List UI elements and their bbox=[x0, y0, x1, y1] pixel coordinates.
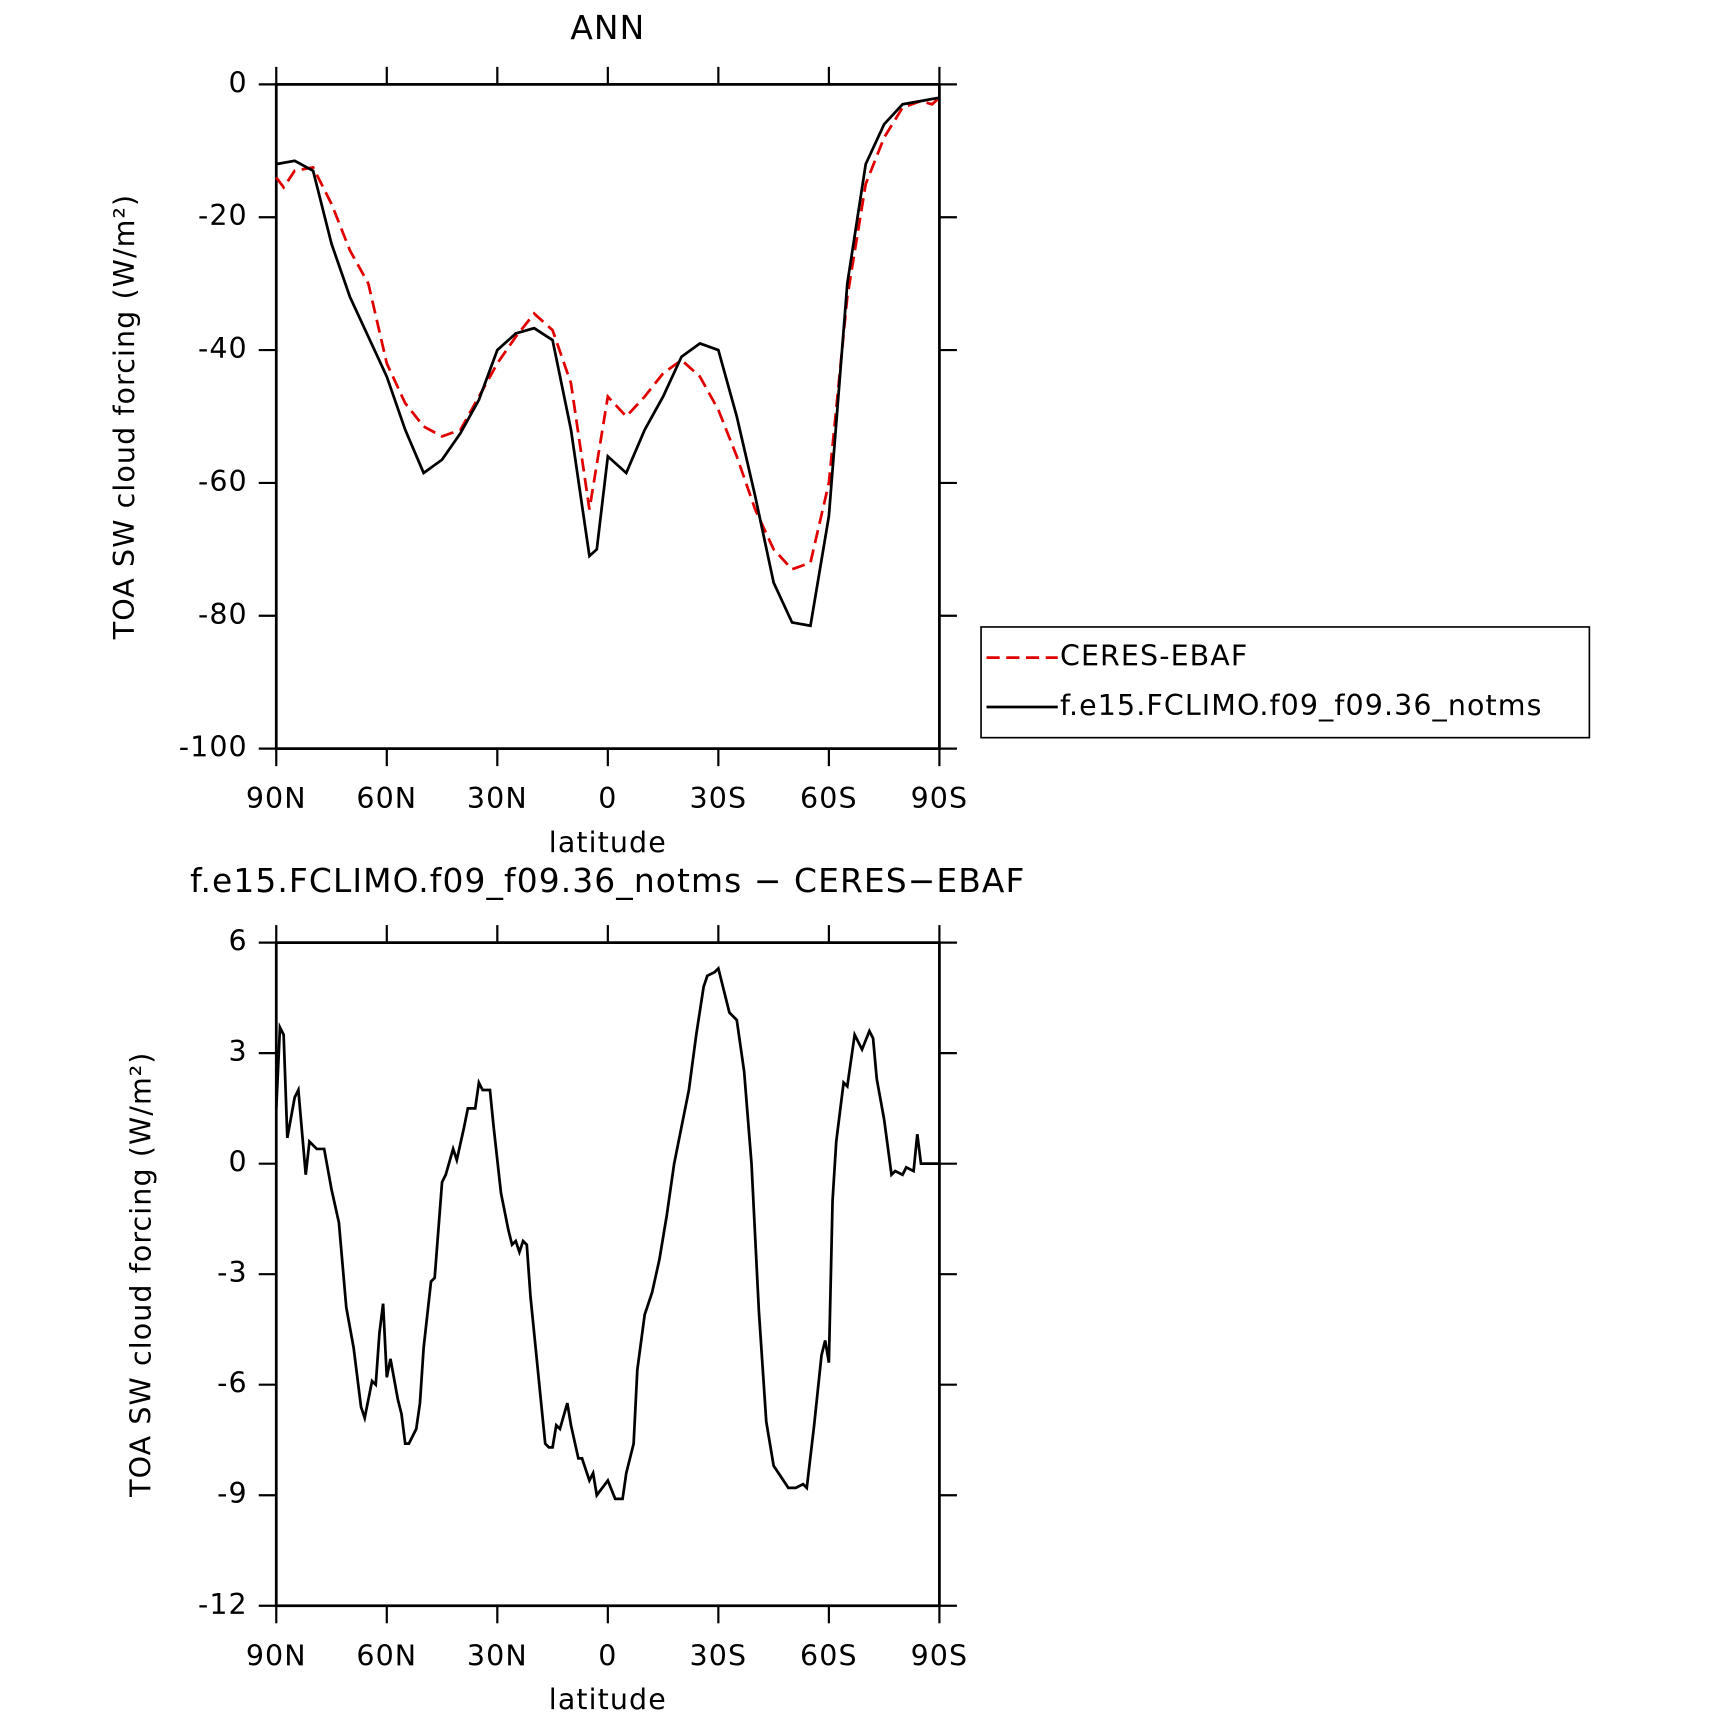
x-tick-label: 30N bbox=[467, 1639, 528, 1672]
data-line bbox=[275, 96, 941, 571]
x-tick-label: 0 bbox=[598, 782, 617, 815]
y-tick-label: -100 bbox=[179, 731, 248, 764]
y-tick-label: 0 bbox=[229, 66, 248, 99]
x-tick-label: 90N bbox=[246, 1639, 307, 1672]
chart-title: f.e15.FCLIMO.f09_f09.36_notms − CERES−EB… bbox=[190, 861, 1025, 900]
y-tick-label: 0 bbox=[229, 1146, 248, 1179]
y-axis-label: TOA SW cloud forcing (W/m²) bbox=[125, 1051, 158, 1497]
legend-label: CERES-EBAF bbox=[1060, 640, 1248, 673]
y-tick-label: 6 bbox=[229, 925, 248, 958]
data-line bbox=[274, 965, 940, 1501]
y-tick-label: -20 bbox=[198, 199, 248, 232]
x-tick-label: 60N bbox=[356, 782, 417, 815]
x-tick-label: 90N bbox=[246, 782, 307, 815]
y-tick-label: -40 bbox=[198, 332, 248, 365]
x-tick-label: 60S bbox=[800, 1639, 858, 1672]
y-tick-label: 3 bbox=[229, 1035, 248, 1068]
y-axis-label: TOA SW cloud forcing (W/m²) bbox=[108, 194, 141, 640]
y-tick-label: -60 bbox=[198, 465, 248, 498]
x-tick-label: 30N bbox=[467, 782, 528, 815]
x-tick-label: 90S bbox=[911, 1639, 969, 1672]
chart-title: ANN bbox=[570, 8, 645, 47]
x-tick-label: 90S bbox=[911, 782, 969, 815]
y-tick-label: -12 bbox=[198, 1588, 248, 1621]
y-tick-label: -6 bbox=[217, 1367, 248, 1400]
y-tick-label: -80 bbox=[198, 598, 248, 631]
x-tick-label: 0 bbox=[598, 1639, 617, 1672]
legend-label: f.e15.FCLIMO.f09_f09.36_notms bbox=[1060, 689, 1543, 722]
plot-frame bbox=[274, 83, 941, 750]
y-tick-label: -3 bbox=[217, 1256, 248, 1289]
x-axis-label: latitude bbox=[549, 826, 667, 859]
data-line bbox=[276, 96, 940, 628]
x-axis-label: latitude bbox=[549, 1683, 667, 1716]
plot-frame bbox=[274, 941, 941, 1608]
x-tick-label: 30S bbox=[690, 782, 748, 815]
x-tick-label: 30S bbox=[690, 1639, 748, 1672]
legend-box bbox=[980, 626, 1591, 739]
y-tick-label: -9 bbox=[217, 1477, 248, 1510]
x-tick-label: 60S bbox=[800, 782, 858, 815]
x-tick-label: 60N bbox=[356, 1639, 417, 1672]
